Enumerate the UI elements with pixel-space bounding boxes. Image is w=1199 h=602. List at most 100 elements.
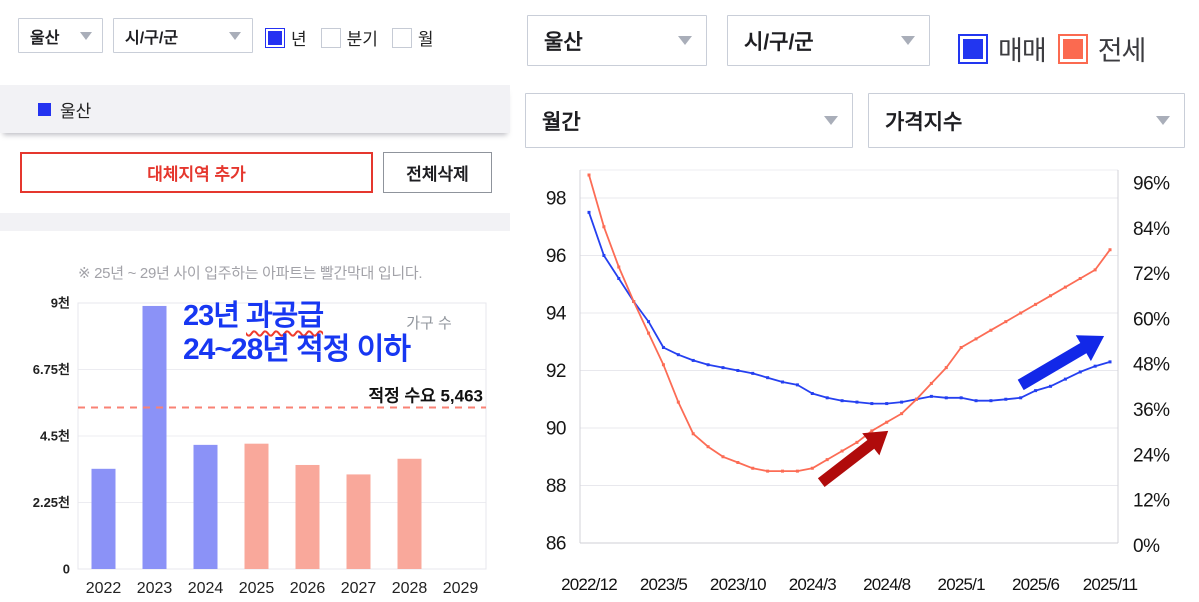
right-region-select[interactable]: 울산 [527,15,707,66]
bar-2022 [91,468,116,569]
series-marker [795,383,799,387]
xtick-label: 2022/12 [561,575,617,594]
red-bar-note: ※ 25년 ~ 29년 사이 입주하는 아파트는 빨간막대 입니다. [78,265,423,282]
series-marker [855,400,859,404]
series-marker [989,328,993,332]
period-checkbox-group: 년 분기 월 [265,25,448,50]
xtick-label: 2023/5 [640,575,688,594]
bar-ytick-label: 4.5천 [40,429,70,444]
series-marker [661,346,665,349]
series-marker [914,397,918,401]
bar-2023 [142,305,167,569]
series-marker [766,469,770,473]
series-marker [810,392,814,395]
left-ytick-label: 90 [546,419,566,440]
series-marker [810,466,814,470]
series-marker [825,458,829,462]
left-region-select[interactable]: 울산 [18,18,103,53]
legend-item-sale[interactable]: 매매 [958,29,1047,68]
series-marker [781,380,785,384]
series-marker [870,402,874,406]
right-ytick-label: 60% [1133,309,1170,330]
series-marker [587,173,591,177]
chevron-down-icon [901,36,915,45]
series-marker [944,396,948,400]
right-ytick-label: 24% [1133,445,1170,466]
bar-xtick-label: 2028 [392,580,428,597]
metric-select-value: 가격지수 [885,110,963,134]
series-marker [691,432,695,436]
bar-xtick-label: 2029 [443,580,479,597]
bar-2027 [346,474,371,569]
left-ytick-label: 88 [546,476,566,497]
frequency-select[interactable]: 월간 [525,93,853,148]
annotation-line1-prefix: 23년 [183,300,246,332]
series-marker [647,320,651,324]
series-marker [617,265,621,269]
series-marker [676,353,680,357]
year-checkbox[interactable] [265,27,285,48]
selected-region-list[interactable]: 울산 [0,85,510,133]
series-marker [1004,320,1008,324]
period-option-quarter[interactable]: 분기 [320,25,378,50]
right-ytick-label: 36% [1133,400,1170,421]
month-checkbox-label: 월 [417,30,434,49]
series-marker [1093,364,1097,368]
right-district-select[interactable]: 시/구/군 [727,15,930,66]
left-district-select[interactable]: 시/구/군 [113,18,253,53]
quarter-checkbox[interactable] [320,27,341,48]
bar-2025 [244,443,269,569]
series-marker [825,396,829,400]
price-chart-legend: 매매 전세 [958,29,1157,68]
right-ytick-label: 48% [1133,355,1170,376]
quarter-checkbox-label: 분기 [346,30,378,49]
series-marker [900,400,904,404]
bar-2028 [397,458,422,569]
series-marker [736,369,740,372]
series-marker [1019,311,1023,315]
series-marker [1108,248,1112,252]
bar-xtick-label: 2024 [188,580,224,597]
bar-plot-border [77,302,487,570]
sale-legend-label: 매매 [998,36,1047,66]
series-marker [602,254,606,257]
bar-xtick-label: 2027 [341,580,377,597]
legend-item-jeonse[interactable]: 전세 [1057,29,1146,68]
period-option-year[interactable]: 년 [265,25,307,50]
series-marker [647,331,651,335]
series-marker [989,399,993,403]
series-marker [1004,397,1008,401]
clear-all-button[interactable]: 전체삭제 [383,152,492,193]
series-marker [1048,294,1052,298]
bar-xtick-label: 2022 [86,580,122,597]
month-checkbox[interactable] [391,27,412,48]
chevron-down-icon [824,116,838,125]
metric-select[interactable]: 가격지수 [868,93,1185,148]
series-marker [1093,268,1097,272]
series-marker [617,277,621,280]
series-marker [1048,384,1052,388]
series-marker [855,440,859,444]
series-marker [632,300,636,303]
year-checkbox-label: 년 [291,30,307,49]
trend-arrow-sale [1017,335,1105,391]
add-alternate-region-button[interactable]: 대체지역 추가 [20,152,373,193]
demand-reference-label: 적정 수요 5,463 [368,387,483,406]
series-marker [721,455,725,459]
sale-legend-swatch [958,33,988,64]
price-index-line-chart: 98 96 94 92 90 88 86 96% 84% 72% 60% 48% 36% 24% 12% 0%… [546,169,1171,594]
annotation-line2: 24~28년 적정 이하 [183,333,411,366]
series-marker [691,358,695,362]
series-marker [929,394,933,398]
jeonse-legend-swatch [1057,33,1088,64]
right-ytick-label: 12% [1133,491,1170,512]
period-option-month[interactable]: 월 [391,25,434,50]
chevron-down-icon [1156,116,1170,125]
series-marker [870,429,874,433]
left-ytick-label: 96 [546,246,566,267]
bar-xtick-label: 2026 [290,580,326,597]
supply-bar-chart: 0 2.25천 4.5천 6.75천 9천 2022 2023 2024 2025 2026 202… [33,296,487,597]
series-marker [1108,360,1112,364]
series-marker [751,466,755,470]
